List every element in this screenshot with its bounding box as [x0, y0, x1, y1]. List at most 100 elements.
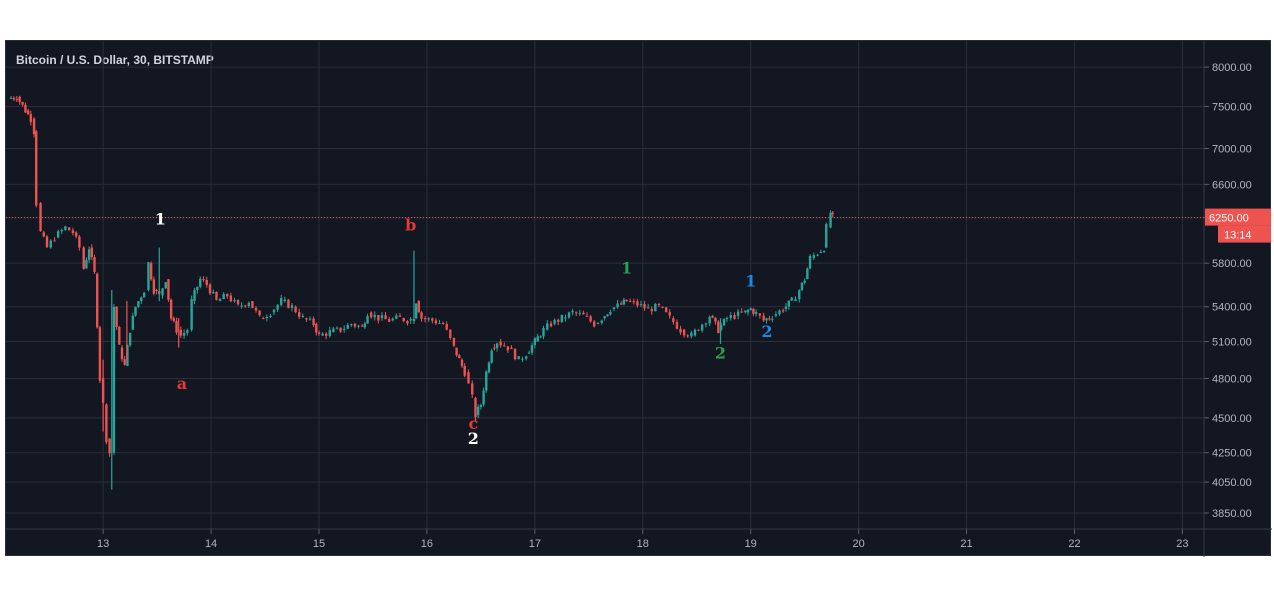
candle-body — [82, 247, 85, 269]
candle-body — [487, 362, 491, 373]
candle-body — [503, 345, 506, 347]
candle-body — [265, 317, 269, 319]
y-tick-label: 7500.00 — [1212, 101, 1252, 113]
candle-body — [800, 282, 804, 291]
candle-body — [398, 315, 402, 317]
candle-body — [128, 332, 132, 346]
candle-body — [112, 307, 116, 453]
candle-body — [85, 259, 88, 269]
candle-body — [301, 315, 305, 317]
candle-body — [740, 311, 743, 313]
candle-body — [321, 333, 324, 336]
candle-body — [90, 247, 94, 258]
candle-body — [736, 311, 740, 316]
candle-body — [147, 262, 150, 291]
candle-body — [825, 224, 828, 248]
candle-body — [53, 240, 56, 242]
candle-body — [628, 301, 632, 303]
x-tick-label: 17 — [529, 538, 541, 550]
candle-body — [600, 320, 603, 323]
candle-body — [120, 347, 124, 360]
candle-body — [704, 323, 708, 325]
candle-body — [212, 291, 215, 294]
wave-label: 1 — [745, 272, 756, 291]
candle-body — [452, 337, 456, 346]
candle-body — [467, 372, 470, 384]
x-tick-label: 21 — [960, 538, 972, 550]
candle-body — [517, 356, 520, 360]
candle-body — [603, 316, 606, 319]
candle-body — [557, 319, 560, 322]
x-tick-label: 13 — [97, 538, 109, 550]
candle-body — [108, 438, 111, 454]
candle-body — [530, 345, 534, 353]
candle-body — [74, 232, 78, 237]
candle-body — [317, 332, 321, 334]
candle-body — [402, 318, 405, 322]
candle-body — [283, 299, 287, 302]
candle-body — [625, 299, 628, 302]
candle-body — [438, 323, 441, 325]
candle-body — [272, 309, 276, 313]
candle-body — [434, 320, 438, 324]
candle-body — [758, 313, 762, 316]
candle-body — [294, 306, 297, 313]
candle-body — [585, 315, 589, 317]
candle-body — [553, 319, 556, 324]
candle-body — [746, 310, 750, 313]
candle-body — [254, 307, 258, 311]
candle-body — [149, 263, 153, 280]
wave-label: c — [468, 414, 478, 433]
candle-body — [98, 327, 102, 381]
candle-body — [525, 356, 528, 359]
candle-body — [251, 301, 254, 308]
candle-body — [619, 303, 623, 305]
candle-body — [794, 299, 797, 302]
candle-body — [717, 321, 720, 333]
candle-body — [244, 305, 247, 307]
y-tick-label: 7000.00 — [1212, 144, 1252, 156]
candle-body — [582, 312, 585, 315]
candle-body — [360, 325, 364, 327]
chart-title: Bitcoin / U.S. Dollar, 30, BITSTAMP — [16, 53, 214, 67]
candle-body — [458, 355, 461, 359]
y-tick-label: 4500.00 — [1212, 413, 1252, 425]
candle-body — [208, 284, 212, 294]
wave-label: 2 — [715, 344, 726, 363]
candle-body — [305, 318, 308, 320]
candle-body — [441, 323, 445, 325]
candle-body — [387, 319, 391, 322]
candle-body — [646, 307, 650, 309]
candle-body — [778, 310, 781, 315]
candle-body — [357, 325, 360, 327]
candle-body — [754, 311, 758, 314]
candle-body — [485, 371, 488, 391]
candle-body — [539, 336, 542, 338]
x-tick-label: 23 — [1176, 538, 1188, 550]
candle-body — [527, 352, 531, 354]
chart-frame[interactable]: Bitcoin / U.S. Dollar, 30, BITSTAMP 8000… — [5, 40, 1272, 557]
chart-canvas[interactable]: 8000.00 7500.00 7000.00 6600.00 6250.00 5800.… — [6, 41, 1272, 557]
candle-body — [78, 236, 81, 248]
candle-body — [169, 299, 173, 319]
candle-body — [521, 358, 524, 360]
candle-body — [167, 279, 170, 300]
candle-body — [380, 315, 384, 319]
candle-body — [67, 227, 71, 231]
candle-body — [335, 327, 339, 329]
candle-body — [395, 315, 398, 319]
candle-body — [533, 338, 537, 346]
candle-body — [495, 343, 499, 349]
countdown-label: 13:14 — [1224, 230, 1252, 242]
candle-body — [829, 212, 832, 228]
candle-body — [391, 318, 394, 321]
countdown-badge — [1218, 225, 1271, 243]
candle-body — [482, 390, 485, 405]
candle-body — [290, 305, 294, 308]
candle-body — [733, 315, 736, 319]
candle-body — [315, 323, 318, 333]
candle-body — [816, 254, 819, 256]
candle-body — [616, 303, 619, 308]
candle-body — [668, 312, 671, 316]
y-tick-label: 3850.00 — [1212, 508, 1252, 520]
